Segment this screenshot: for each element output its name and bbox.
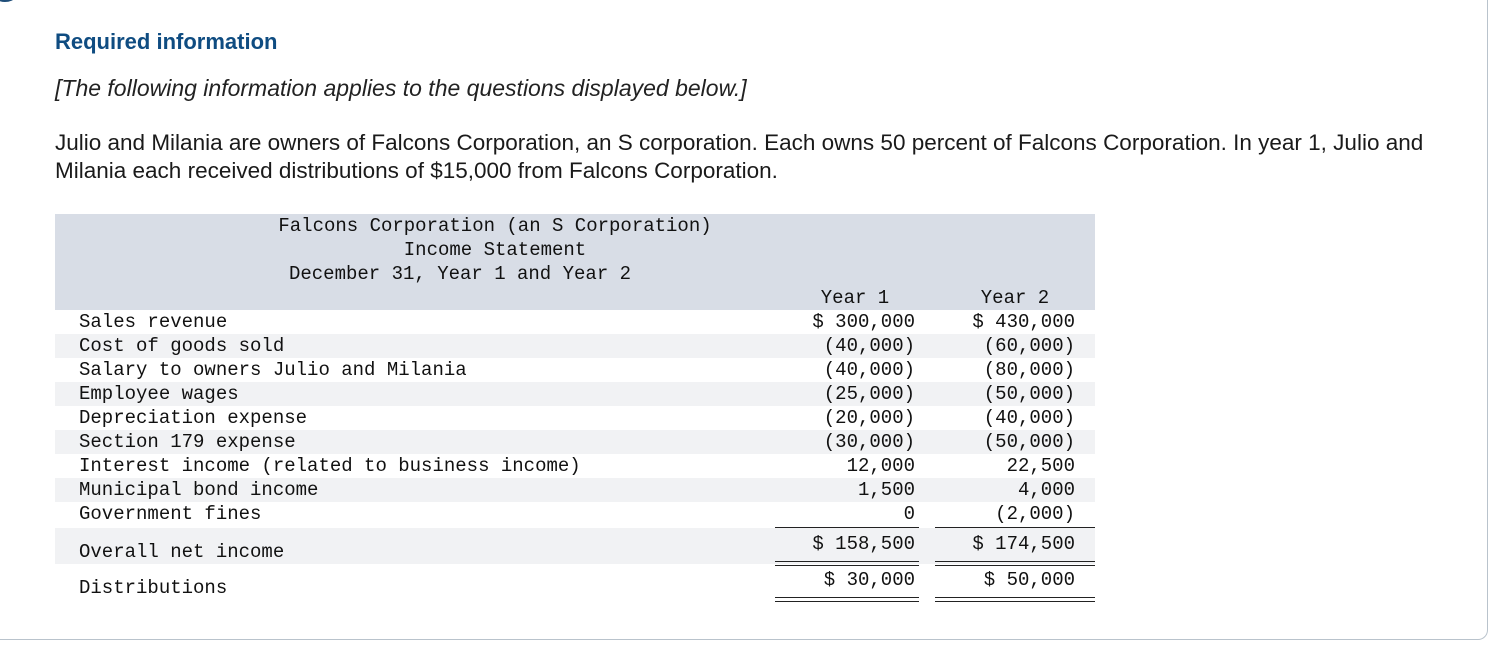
column-header-year-1: Year 1: [820, 287, 890, 309]
intro-paragraph: Julio and Milania are owners of Falcons …: [55, 130, 1424, 183]
income-statement-table: Falcons Corporation (an S Corporation) I…: [55, 214, 1095, 602]
row-label: Employee wages: [79, 383, 239, 405]
column-header-year-2: Year 2: [980, 287, 1050, 309]
year-1-value: (20,000): [823, 407, 915, 429]
subtotal-rule-year-1: [775, 527, 919, 528]
year-2-value: (2,000): [995, 503, 1075, 525]
year-2-value: (60,000): [983, 335, 1075, 357]
distributions-row: Distributions $ 30,000 $ 50,000: [55, 564, 1095, 602]
double-rule-year-1: [775, 561, 919, 566]
year-1-value: (30,000): [823, 431, 915, 453]
statement-period: December 31, Year 1 and Year 2: [288, 263, 632, 285]
row-label: Government fines: [79, 503, 262, 525]
year-2-value: $ 430,000: [972, 311, 1075, 333]
table-row: Government fines 0 (2,000): [55, 502, 1095, 528]
statement-name: Income Statement: [403, 239, 587, 261]
row-label: Sales revenue: [79, 311, 228, 333]
row-label: Municipal bond income: [79, 479, 319, 501]
row-label: Overall net income: [79, 541, 285, 563]
year-2-value: (80,000): [983, 359, 1075, 381]
row-label: Depreciation expense: [79, 407, 308, 429]
required-information-title: Required information: [55, 29, 278, 54]
row-label: Interest income (related to business inc…: [79, 455, 581, 477]
year-1-value: $ 300,000: [812, 311, 915, 333]
table-row: Employee wages (25,000) (50,000): [55, 382, 1095, 406]
year-1-value: 1,500: [857, 479, 915, 501]
double-rule-year-1: [775, 597, 919, 602]
table-row: Sales revenue $ 300,000 $ 430,000: [55, 310, 1095, 334]
row-label: Distributions: [79, 577, 228, 599]
table-row: Depreciation expense (20,000) (40,000): [55, 406, 1095, 430]
year-2-value: (50,000): [983, 431, 1075, 453]
year-2-value: 4,000: [1017, 479, 1075, 501]
year-2-value: (50,000): [983, 383, 1075, 405]
row-label: Salary to owners Julio and Milania: [79, 359, 467, 381]
year-2-value: $ 50,000: [983, 569, 1075, 591]
double-rule-year-2: [935, 597, 1095, 602]
subtotal-rule-year-2: [935, 527, 1095, 528]
year-1-value: $ 158,500: [812, 533, 915, 555]
year-2-value: $ 174,500: [972, 533, 1075, 555]
year-1-value: $ 30,000: [823, 569, 915, 591]
table-row: Salary to owners Julio and Milania (40,0…: [55, 358, 1095, 382]
table-row: Section 179 expense (30,000) (50,000): [55, 430, 1095, 454]
row-label: Cost of goods sold: [79, 335, 285, 357]
statement-header: Falcons Corporation (an S Corporation) I…: [55, 214, 1095, 310]
table-row: Cost of goods sold (40,000) (60,000): [55, 334, 1095, 358]
double-rule-year-2: [935, 561, 1095, 566]
year-2-value: (40,000): [983, 407, 1075, 429]
year-1-value: (40,000): [823, 335, 915, 357]
table-row: Interest income (related to business inc…: [55, 454, 1095, 478]
year-1-value: 0: [903, 503, 915, 525]
company-name: Falcons Corporation (an S Corporation): [278, 215, 712, 237]
year-1-value: (25,000): [823, 383, 915, 405]
year-1-value: 12,000: [846, 455, 915, 477]
applies-note: [The following information applies to th…: [55, 75, 747, 101]
year-1-value: (40,000): [823, 359, 915, 381]
net-income-row: Overall net income $ 158,500 $ 174,500: [55, 528, 1095, 566]
row-label: Section 179 expense: [79, 431, 296, 453]
year-2-value: 22,500: [1006, 455, 1075, 477]
question-marker-icon: [0, 0, 22, 2]
table-row: Municipal bond income 1,500 4,000: [55, 478, 1095, 502]
